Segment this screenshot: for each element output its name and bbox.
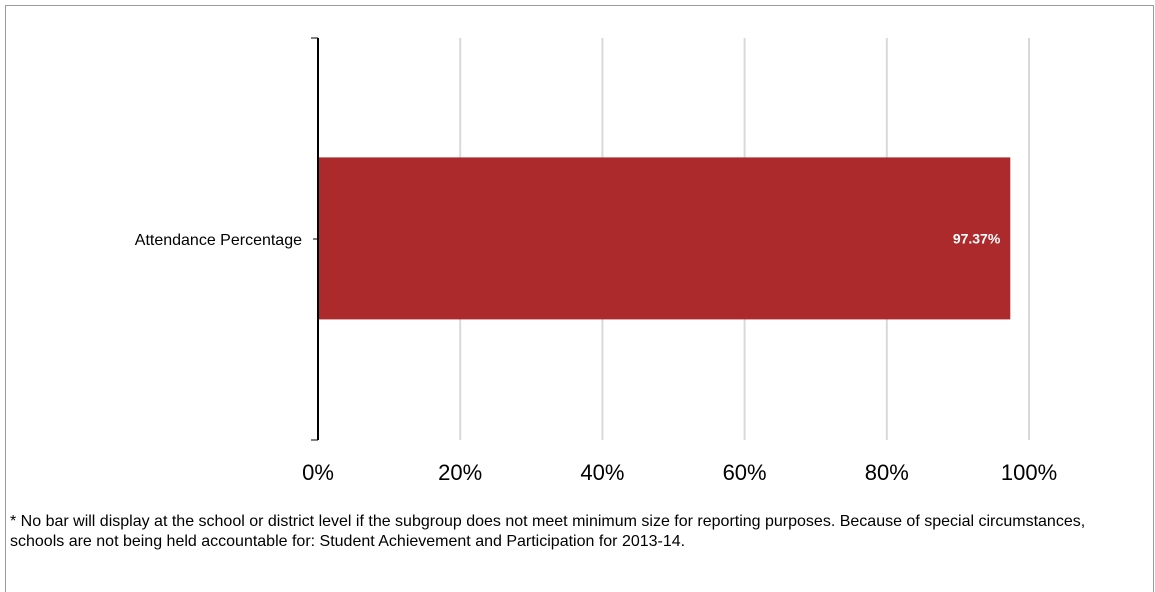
y-category-label-1: Attendance Percentage [135,232,302,249]
bar-data-label-1: 97.37% [953,230,1001,246]
x-tick-label-40: 40% [580,460,624,485]
footnote: * No bar will display at the school or d… [10,513,1086,550]
bar-1 [318,157,1011,320]
attendance-bar-chart: 97.37% Attendance Percentage 0% 20% 40% 60% 80… [135,37,1057,485]
chart-frame [5,5,1154,592]
x-tick-label-100: 100% [1001,460,1057,485]
x-tick-label-20: 20% [438,460,482,485]
x-tick-label-80: 80% [865,460,909,485]
x-tick-label-60: 60% [723,460,767,485]
x-tick-label-0: 0% [302,460,334,485]
